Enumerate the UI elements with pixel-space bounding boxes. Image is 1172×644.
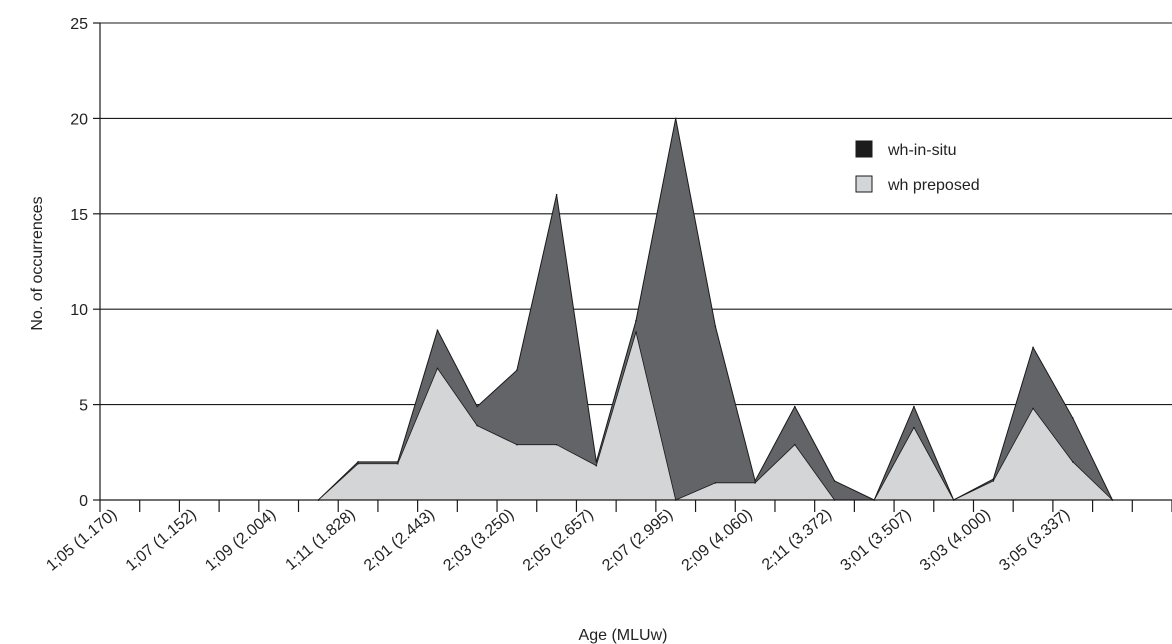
x-tick-label: 2;03 (3.250) (440, 506, 517, 574)
data-point-wh-preposed (714, 482, 717, 484)
series-area-wh-in-situ (317, 117, 1113, 501)
data-point-wh-in-situ (635, 319, 637, 322)
data-point-wh-in-situ (754, 480, 756, 482)
data-point-wh-in-situ (595, 461, 598, 463)
plot-areas (317, 117, 1114, 501)
x-tick-label: 3;01 (3.507) (837, 506, 914, 574)
data-point-wh-in-situ (833, 480, 836, 482)
data-point-wh-preposed (436, 367, 439, 370)
y-tick-label: 10 (70, 302, 88, 319)
data-point-wh-preposed (992, 480, 995, 482)
data-point-wh-preposed (1071, 461, 1074, 463)
x-tick-label: 2;11 (3.372) (759, 506, 835, 574)
x-tick-labels: 1;05 (1.170) 1;07 (1.152) 1;09 (2.004) 1;11… (43, 506, 1073, 574)
data-point-wh-preposed (396, 462, 399, 465)
legend-swatch (855, 140, 873, 158)
data-point-wh-in-situ (674, 117, 677, 120)
data-point-wh-preposed (595, 464, 598, 467)
x-axis-title: Age (MLUw) (579, 627, 668, 644)
x-tick-label: 3;03 (4.000) (917, 506, 994, 574)
data-point-wh-preposed (913, 426, 915, 429)
data-point-wh-preposed (1032, 407, 1034, 410)
x-tick-label: 1;11 (1.828) (283, 506, 359, 574)
x-tick-label: 2;09 (4.060) (679, 506, 756, 574)
data-point-wh-preposed (516, 443, 518, 446)
data-point-wh-in-situ (1071, 417, 1074, 419)
data-point-wh-in-situ (992, 478, 995, 480)
y-tick-label: 0 (79, 493, 88, 510)
legend: wh-in-situ wh preposed (855, 140, 980, 194)
data-point-wh-in-situ (714, 325, 717, 328)
data-point-wh-preposed (357, 462, 359, 465)
legend-swatch (855, 175, 873, 193)
data-point-wh-in-situ (555, 193, 558, 196)
x-tick-label: 1;05 (1.170) (43, 506, 120, 574)
data-point-wh-in-situ (913, 405, 915, 408)
y-tick-labels: 0 5 10 15 20 25 (70, 16, 88, 510)
data-point-wh-preposed (476, 424, 478, 427)
data-point-wh-in-situ (1032, 346, 1034, 349)
gridlines (100, 22, 1172, 406)
data-point-wh-preposed (555, 443, 558, 446)
x-tick-label: 2;07 (2.995) (599, 506, 676, 574)
y-tick-label: 5 (79, 398, 88, 415)
x-tick-label: 3;05 (3.337) (996, 506, 1073, 574)
legend-label: wh-in-situ (887, 142, 956, 159)
axes (93, 22, 1172, 512)
data-point-wh-in-situ (794, 405, 796, 408)
y-tick-label: 25 (70, 16, 88, 33)
data-point-wh-preposed (794, 443, 796, 446)
series-area-wh-preposed (317, 331, 1113, 501)
x-tick-label: 2;05 (2.657) (520, 506, 597, 574)
x-tick-label: 1;07 (1.152) (123, 506, 200, 574)
data-point-wh-in-situ (516, 369, 518, 372)
y-tick-label: 20 (70, 111, 88, 128)
y-tick-label: 15 (70, 207, 88, 224)
x-tick-label: 2;01 (2.443) (361, 506, 438, 574)
data-point-wh-in-situ (396, 461, 399, 463)
data-point-wh-in-situ (436, 329, 439, 331)
y-axis-title: No. of occurrences (29, 196, 46, 330)
data-point-wh-in-situ (476, 405, 478, 408)
data-point-wh-preposed (635, 331, 637, 333)
data-point-wh-in-situ (357, 461, 359, 463)
data-point-wh-preposed (754, 482, 756, 484)
legend-label: wh preposed (887, 177, 980, 194)
x-tick-label: 1;09 (2.004) (202, 506, 279, 574)
